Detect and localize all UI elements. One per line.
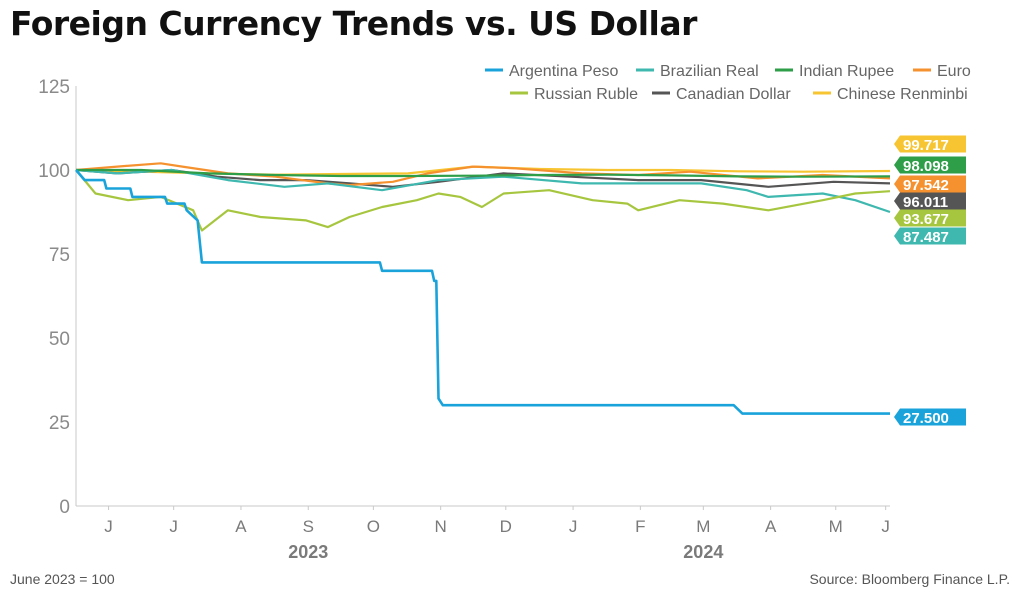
series-line <box>76 168 891 178</box>
series-line <box>75 169 891 232</box>
chart-legend: Argentina Peso Brazilian Real Indian Rupee… <box>485 63 971 103</box>
x-tick-label: M <box>829 517 843 536</box>
legend-label: Brazilian Real <box>660 63 759 80</box>
x-tick-label: A <box>235 517 247 536</box>
legend-label: Chinese Renminbi <box>837 86 968 103</box>
end-value-tag <box>894 135 966 153</box>
x-tick-label: S <box>303 517 314 536</box>
x-tick-label: O <box>367 517 380 536</box>
y-tick-label: 75 <box>49 245 70 266</box>
end-value-tag <box>894 192 966 210</box>
legend-label: Euro <box>937 63 971 80</box>
legend-label: Russian Ruble <box>534 86 638 103</box>
x-tick-label: N <box>435 517 447 536</box>
x-tick-label: D <box>500 517 512 536</box>
x-tick-label: J <box>881 517 890 536</box>
chart-title: Foreign Currency Trends vs. US Dollar <box>10 4 697 43</box>
end-value-label: 96.011 <box>903 194 948 211</box>
y-tick-label: 100 <box>38 161 70 182</box>
series-line <box>75 168 891 214</box>
year-label: 2024 <box>683 542 723 562</box>
chart-axes: 0 25 50 75 100 125 J J A S O N D J F M A M J 2023 2024 <box>38 77 890 562</box>
end-value-tag <box>894 175 966 193</box>
chart-series <box>75 162 891 415</box>
series-line <box>75 162 891 187</box>
x-tick-label: J <box>569 517 578 536</box>
end-value-label: 27.500 <box>903 410 949 427</box>
legend-label: Argentina Peso <box>509 63 619 80</box>
end-value-label: 87.487 <box>903 229 949 246</box>
legend-label: Indian Rupee <box>799 63 894 80</box>
end-value-label: 93.677 <box>903 211 949 228</box>
y-tick-label: 25 <box>49 413 70 434</box>
y-tick-label: 50 <box>49 329 70 350</box>
end-value-label: 98.098 <box>903 158 949 175</box>
end-value-tag <box>894 408 966 426</box>
end-value-label: 99.717 <box>903 137 949 154</box>
source-note: Source: Bloomberg Finance L.P. <box>809 571 1010 587</box>
y-tick-label: 0 <box>59 497 70 518</box>
legend-label: Canadian Dollar <box>676 86 791 103</box>
baseline-note: June 2023 = 100 <box>10 571 115 587</box>
y-tick-label: 125 <box>38 77 70 98</box>
end-value-tag <box>894 156 966 174</box>
x-tick-label: J <box>104 517 113 536</box>
end-value-tag <box>894 209 966 227</box>
end-value-tag <box>894 227 966 245</box>
series-line <box>75 169 890 415</box>
end-value-label: 97.542 <box>903 177 949 194</box>
x-tick-label: J <box>169 517 178 536</box>
x-tick-label: A <box>765 517 777 536</box>
x-tick-label: M <box>696 517 710 536</box>
x-tick-label: F <box>635 517 645 536</box>
year-label: 2023 <box>288 542 328 562</box>
